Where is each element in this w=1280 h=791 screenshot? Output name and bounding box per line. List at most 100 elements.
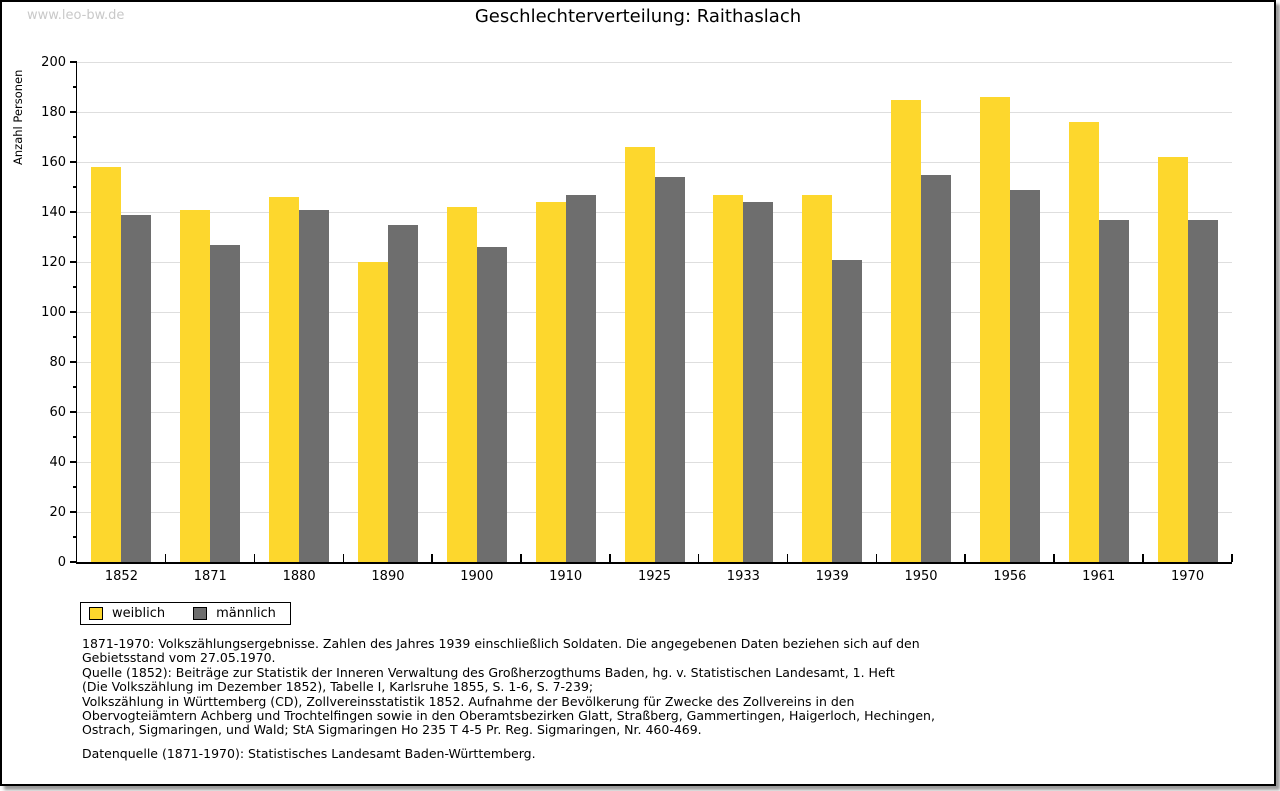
note-line: Gebietsstand vom 27.05.1970. xyxy=(82,650,276,666)
y-axis-tick xyxy=(73,436,77,438)
legend-item-männlich: männlich xyxy=(193,606,276,621)
x-tick-label: 1852 xyxy=(104,569,138,584)
x-tick-label: 1871 xyxy=(193,569,227,584)
y-axis-tick xyxy=(70,461,77,463)
y-axis-tick xyxy=(70,61,77,63)
y-axis-tick xyxy=(73,486,77,488)
y-tick-label: 120 xyxy=(41,254,66,270)
x-tick-label: 1970 xyxy=(1171,569,1205,584)
note-line: Volkszählung in Württemberg (CD), Zollve… xyxy=(82,693,855,709)
bar-männlich-1890 xyxy=(387,224,418,562)
legend: weiblich männlich xyxy=(80,602,291,625)
x-axis-tick xyxy=(431,554,433,562)
bar-männlich-1939 xyxy=(832,259,863,562)
note-line: Quelle (1852): Beiträge zur Statistik de… xyxy=(82,664,895,680)
y-axis-tick xyxy=(73,236,77,238)
bar-männlich-1900 xyxy=(476,247,507,562)
legend-item-weiblich: weiblich xyxy=(89,606,165,621)
x-axis-tick xyxy=(964,554,966,562)
legend-label: weiblich xyxy=(112,606,166,621)
x-tick-label: 1880 xyxy=(282,569,316,584)
y-axis-tick xyxy=(70,311,77,313)
chart-title: Geschlechterverteilung: Raithaslach xyxy=(474,6,802,27)
x-tick-label: 1910 xyxy=(549,569,583,584)
y-axis-tick xyxy=(73,186,77,188)
bar-weiblich-1910 xyxy=(535,202,566,562)
note-line: (Die Volkszählung im Dezember 1852), Tab… xyxy=(82,679,594,695)
x-axis-line xyxy=(75,562,1232,564)
x-tick-label: 1950 xyxy=(904,569,938,584)
bar-männlich-1880 xyxy=(299,209,330,562)
watermark: www.leo-bw.de xyxy=(27,8,125,23)
y-axis-tick xyxy=(73,336,77,338)
y-axis-tick xyxy=(70,211,77,213)
bar-männlich-1950 xyxy=(921,174,952,562)
x-axis-tick xyxy=(164,554,167,562)
bar-männlich-1871 xyxy=(210,244,241,562)
y-axis-tick xyxy=(70,511,77,513)
y-tick-label: 160 xyxy=(41,154,66,170)
x-axis-tick xyxy=(342,554,345,562)
y-axis-tick xyxy=(70,361,77,363)
notes-paragraph-2: Datenquelle (1871-1970): Statistisches L… xyxy=(82,745,935,761)
y-axis-tick xyxy=(70,161,77,163)
notes: 1871-1970: Volkszählungsergebnisse. Zahl… xyxy=(82,636,935,761)
bar-weiblich-1970 xyxy=(1157,157,1188,562)
y-axis-tick xyxy=(70,561,77,563)
x-tick-label: 1961 xyxy=(1082,569,1116,584)
y-tick-label: 200 xyxy=(41,54,66,70)
y-axis-tick xyxy=(73,136,77,138)
note-line: Ostrach, Sigmaringen, und Wald; StA Sigm… xyxy=(82,722,702,738)
notes-paragraph-1: 1871-1970: Volkszählungsergebnisse. Zahl… xyxy=(82,636,935,738)
x-axis-tick xyxy=(1142,554,1144,562)
bar-männlich-1961 xyxy=(1098,219,1129,562)
y-axis-tick xyxy=(73,386,77,388)
x-tick-label: 1939 xyxy=(815,569,849,584)
bar-männlich-1956 xyxy=(1009,189,1040,562)
bar-weiblich-1880 xyxy=(269,197,300,562)
bar-weiblich-1956 xyxy=(979,97,1010,562)
y-tick-label: 100 xyxy=(41,304,66,320)
bar-weiblich-1871 xyxy=(180,209,211,562)
y-axis-tick xyxy=(73,86,77,88)
y-tick-label: 80 xyxy=(49,354,66,370)
x-tick-label: 1900 xyxy=(460,569,494,584)
gridline xyxy=(77,111,1232,113)
x-tick-label: 1933 xyxy=(726,569,760,584)
note-line: 1871-1970: Volkszählungsergebnisse. Zahl… xyxy=(82,636,920,651)
x-axis-tick xyxy=(609,554,611,562)
y-tick-label: 0 xyxy=(57,554,66,570)
y-axis-line xyxy=(75,62,77,564)
bar-weiblich-1939 xyxy=(802,194,833,562)
x-axis-tick xyxy=(1231,554,1233,562)
y-tick-label: 40 xyxy=(49,454,66,470)
y-tick-label: 20 xyxy=(49,504,66,520)
x-tick-label: 1890 xyxy=(371,569,405,584)
x-axis-tick xyxy=(1053,554,1055,562)
bar-weiblich-1950 xyxy=(891,99,922,562)
bar-weiblich-1933 xyxy=(713,194,744,562)
gridline xyxy=(77,161,1232,163)
x-axis-tick xyxy=(786,554,789,562)
x-tick-label: 1925 xyxy=(637,569,672,584)
bar-weiblich-1925 xyxy=(624,147,655,562)
bar-männlich-1933 xyxy=(743,202,774,562)
bar-weiblich-1890 xyxy=(357,262,388,562)
bar-weiblich-1900 xyxy=(446,207,477,562)
y-tick-label: 60 xyxy=(49,404,66,420)
x-axis-tick xyxy=(520,554,522,562)
legend-swatch xyxy=(89,607,103,620)
gridline xyxy=(77,61,1232,63)
x-tick-label: 1956 xyxy=(993,569,1027,584)
y-axis-tick xyxy=(70,411,77,413)
y-axis-tick xyxy=(73,286,77,288)
note-line: Datenquelle (1871-1970): Statistisches L… xyxy=(82,745,536,761)
x-axis-tick xyxy=(253,554,256,562)
y-tick-label: 180 xyxy=(41,104,66,120)
legend-swatch xyxy=(193,607,208,620)
bar-männlich-1925 xyxy=(654,177,685,562)
x-axis-tick xyxy=(697,554,700,562)
bar-weiblich-1852 xyxy=(91,167,122,562)
bar-weiblich-1961 xyxy=(1068,122,1099,562)
